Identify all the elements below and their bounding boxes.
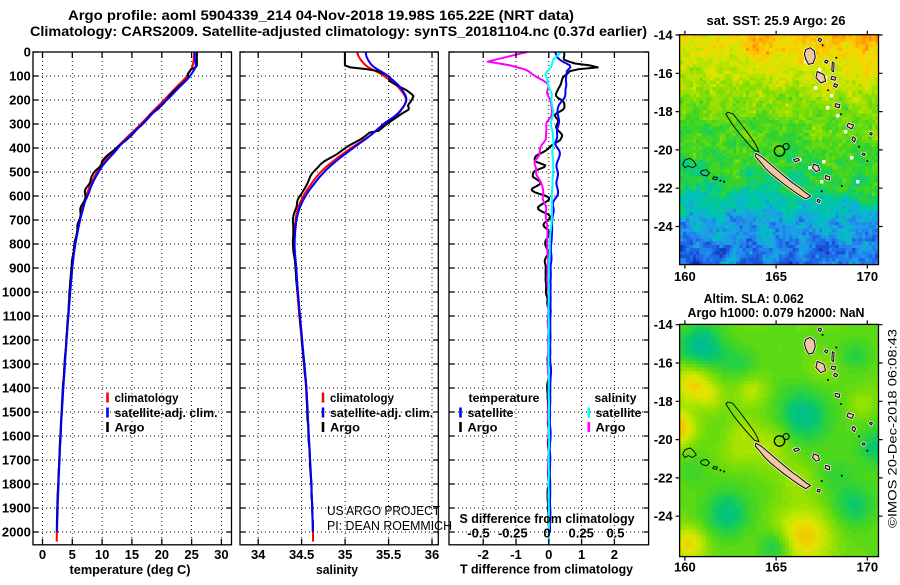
svg-text:34: 34 <box>251 547 266 562</box>
svg-text:100: 100 <box>9 69 31 84</box>
svg-text:salinity: salinity <box>595 391 637 405</box>
svg-text:S difference from climatology: S difference from climatology <box>460 511 636 526</box>
svg-text:-18: -18 <box>654 104 673 119</box>
svg-text:165: 165 <box>765 560 787 575</box>
svg-text:1800: 1800 <box>2 477 31 492</box>
svg-text:-18: -18 <box>654 394 673 409</box>
svg-text:0.5: 0.5 <box>606 526 624 541</box>
svg-text:-20: -20 <box>654 432 673 447</box>
svg-text:Argo h1000: 0.079 h2000: NaN: Argo h1000: 0.079 h2000: NaN <box>688 305 865 320</box>
svg-text:salinity: salinity <box>316 562 359 577</box>
svg-text:2000: 2000 <box>2 525 31 540</box>
svg-text:sat. SST: 25.9 Argo: 26: sat. SST: 25.9 Argo: 26 <box>707 13 846 28</box>
svg-text:T difference from climatology: T difference from climatology <box>460 562 634 577</box>
svg-text:165: 165 <box>765 269 787 284</box>
svg-text:-22: -22 <box>654 181 673 196</box>
svg-text:2: 2 <box>611 547 618 562</box>
svg-text:-2: -2 <box>477 547 489 562</box>
svg-text:1: 1 <box>578 547 585 562</box>
svg-text:1900: 1900 <box>2 501 31 516</box>
svg-text:500: 500 <box>9 165 31 180</box>
svg-text:170: 170 <box>856 560 878 575</box>
svg-text:1600: 1600 <box>2 429 31 444</box>
svg-text:temperature: temperature <box>469 391 540 405</box>
svg-text:Argo profile: aoml 5904339_214: Argo profile: aoml 5904339_214 04-Nov-20… <box>68 8 574 23</box>
svg-text:400: 400 <box>9 141 31 156</box>
svg-text:Argo: Argo <box>468 420 498 434</box>
svg-text:-20: -20 <box>654 142 673 157</box>
svg-text:-14: -14 <box>654 317 674 332</box>
svg-text:satellite: satellite <box>468 406 514 420</box>
svg-text:800: 800 <box>9 237 31 252</box>
svg-text:0: 0 <box>543 526 550 541</box>
svg-text:36: 36 <box>425 547 439 562</box>
svg-text:-16: -16 <box>654 66 673 81</box>
svg-text:700: 700 <box>9 213 31 228</box>
svg-text:34.5: 34.5 <box>289 547 314 562</box>
svg-text:climatology: climatology <box>115 391 179 405</box>
svg-text:1000: 1000 <box>2 285 31 300</box>
svg-text:©IMOS 20-Dec-2018 06:08:43: ©IMOS 20-Dec-2018 06:08:43 <box>888 329 900 528</box>
svg-text:30: 30 <box>214 547 228 562</box>
svg-text:Argo: Argo <box>330 420 360 434</box>
svg-text:0: 0 <box>545 547 552 562</box>
svg-text:-16: -16 <box>654 356 673 371</box>
svg-text:climatology: climatology <box>330 391 394 405</box>
svg-text:-1: -1 <box>510 547 522 562</box>
svg-text:1400: 1400 <box>2 381 31 396</box>
svg-text:20: 20 <box>155 547 169 562</box>
svg-text:35: 35 <box>338 547 352 562</box>
svg-text:Argo: Argo <box>115 420 145 434</box>
svg-text:temperature (deg C): temperature (deg C) <box>70 562 191 577</box>
svg-text:900: 900 <box>9 261 31 276</box>
svg-text:200: 200 <box>9 93 31 108</box>
svg-text:satellite-adj. clim.: satellite-adj. clim. <box>330 406 433 420</box>
svg-text:600: 600 <box>9 189 31 204</box>
svg-text:US ARGO PROJECT: US ARGO PROJECT <box>327 504 440 518</box>
svg-text:1300: 1300 <box>2 357 31 372</box>
svg-text:0: 0 <box>39 547 46 562</box>
svg-text:satellite: satellite <box>596 406 642 420</box>
svg-text:PI: DEAN ROEMMICH: PI: DEAN ROEMMICH <box>327 519 452 533</box>
svg-text:1700: 1700 <box>2 453 31 468</box>
svg-text:-22: -22 <box>654 470 673 485</box>
svg-text:Climatology: CARS2009. Satelli: Climatology: CARS2009. Satellite-adjuste… <box>30 24 647 39</box>
svg-text:1100: 1100 <box>3 309 31 324</box>
svg-text:0: 0 <box>24 45 31 60</box>
svg-text:Argo: Argo <box>596 420 626 434</box>
svg-text:0.25: 0.25 <box>569 526 594 541</box>
svg-text:35.5: 35.5 <box>376 547 401 562</box>
svg-text:1200: 1200 <box>2 333 31 348</box>
svg-text:1500: 1500 <box>2 405 31 420</box>
svg-text:5: 5 <box>69 547 76 562</box>
svg-text:160: 160 <box>674 560 696 575</box>
svg-text:-14: -14 <box>654 28 674 43</box>
svg-text:170: 170 <box>856 269 878 284</box>
svg-text:-24: -24 <box>654 219 674 234</box>
svg-text:25: 25 <box>184 547 198 562</box>
svg-text:-24: -24 <box>654 509 674 524</box>
svg-text:300: 300 <box>9 117 31 132</box>
svg-text:15: 15 <box>125 547 139 562</box>
svg-text:10: 10 <box>95 547 109 562</box>
svg-text:160: 160 <box>674 269 696 284</box>
svg-text:-0.5: -0.5 <box>467 526 489 541</box>
svg-text:satellite-adj. clim.: satellite-adj. clim. <box>115 406 218 420</box>
svg-text:-0.25: -0.25 <box>498 526 528 541</box>
svg-text:Altim. SLA: 0.062: Altim. SLA: 0.062 <box>704 291 804 306</box>
